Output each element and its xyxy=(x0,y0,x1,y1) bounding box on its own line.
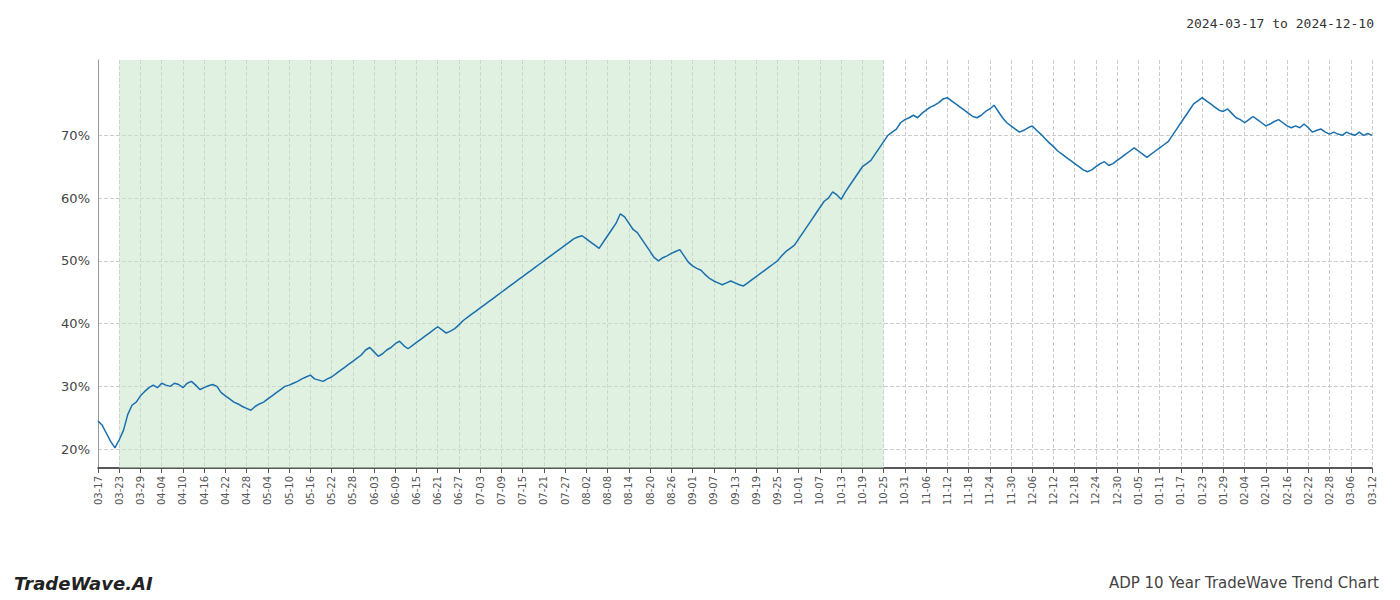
svg-text:11-30: 11-30 xyxy=(1006,476,1017,505)
svg-text:10-01: 10-01 xyxy=(793,476,804,505)
svg-text:09-19: 09-19 xyxy=(751,476,762,505)
svg-text:11-12: 11-12 xyxy=(942,476,953,505)
svg-text:02-28: 02-28 xyxy=(1324,476,1335,505)
svg-text:08-14: 08-14 xyxy=(623,476,634,505)
svg-text:01-29: 01-29 xyxy=(1218,476,1229,505)
svg-text:10-31: 10-31 xyxy=(899,476,910,505)
svg-text:09-13: 09-13 xyxy=(730,476,741,505)
svg-text:04-10: 04-10 xyxy=(177,476,188,505)
svg-text:06-03: 06-03 xyxy=(369,476,380,505)
svg-text:05-10: 05-10 xyxy=(284,476,295,505)
svg-text:60%: 60% xyxy=(61,191,90,206)
svg-text:06-15: 06-15 xyxy=(411,476,422,505)
svg-text:01-05: 01-05 xyxy=(1133,476,1144,505)
svg-text:10-19: 10-19 xyxy=(857,476,868,505)
svg-text:07-03: 07-03 xyxy=(475,476,486,505)
svg-text:05-04: 05-04 xyxy=(262,476,273,505)
svg-text:09-25: 09-25 xyxy=(772,476,783,505)
svg-text:03-17: 03-17 xyxy=(93,476,104,505)
svg-text:12-12: 12-12 xyxy=(1048,476,1059,505)
svg-text:07-21: 07-21 xyxy=(538,476,549,505)
svg-text:01-11: 01-11 xyxy=(1154,476,1165,505)
svg-text:12-30: 12-30 xyxy=(1112,476,1123,505)
svg-text:11-24: 11-24 xyxy=(984,476,995,505)
svg-text:09-01: 09-01 xyxy=(687,476,698,505)
svg-text:12-06: 12-06 xyxy=(1027,476,1038,505)
svg-text:2024-03-17 to 2024-12-10: 2024-03-17 to 2024-12-10 xyxy=(1186,16,1374,31)
svg-text:11-06: 11-06 xyxy=(921,476,932,505)
svg-text:ADP 10 Year TradeWave Trend Ch: ADP 10 Year TradeWave Trend Chart xyxy=(1109,574,1379,592)
svg-text:06-27: 06-27 xyxy=(453,476,464,505)
svg-text:20%: 20% xyxy=(61,442,90,457)
svg-text:30%: 30% xyxy=(61,379,90,394)
svg-text:08-26: 08-26 xyxy=(666,476,677,505)
svg-text:03-06: 03-06 xyxy=(1345,476,1356,505)
svg-text:04-16: 04-16 xyxy=(199,476,210,505)
svg-text:70%: 70% xyxy=(61,128,90,143)
svg-text:12-24: 12-24 xyxy=(1090,476,1101,505)
svg-text:07-09: 07-09 xyxy=(496,476,507,505)
svg-text:40%: 40% xyxy=(61,316,90,331)
svg-text:03-12: 03-12 xyxy=(1367,476,1378,505)
svg-text:04-28: 04-28 xyxy=(241,476,252,505)
svg-text:07-15: 07-15 xyxy=(517,476,528,505)
svg-text:05-16: 05-16 xyxy=(305,476,316,505)
svg-text:02-10: 02-10 xyxy=(1260,476,1271,505)
svg-text:08-02: 08-02 xyxy=(581,476,592,505)
svg-text:02-22: 02-22 xyxy=(1303,476,1314,505)
svg-text:10-25: 10-25 xyxy=(878,476,889,505)
svg-text:10-13: 10-13 xyxy=(836,476,847,505)
svg-text:09-07: 09-07 xyxy=(708,476,719,505)
svg-text:08-20: 08-20 xyxy=(645,476,656,505)
svg-text:01-17: 01-17 xyxy=(1175,476,1186,505)
svg-text:04-04: 04-04 xyxy=(156,476,167,505)
svg-text:10-07: 10-07 xyxy=(814,476,825,505)
svg-text:07-27: 07-27 xyxy=(560,476,571,505)
svg-text:04-22: 04-22 xyxy=(220,476,231,505)
svg-text:12-18: 12-18 xyxy=(1069,476,1080,505)
svg-text:50%: 50% xyxy=(61,253,90,268)
svg-text:06-21: 06-21 xyxy=(432,476,443,505)
svg-text:06-09: 06-09 xyxy=(390,476,401,505)
svg-text:11-18: 11-18 xyxy=(963,476,974,505)
svg-text:03-29: 03-29 xyxy=(135,476,146,505)
svg-text:02-04: 02-04 xyxy=(1239,476,1250,505)
svg-text:08-08: 08-08 xyxy=(602,476,613,505)
svg-text:03-23: 03-23 xyxy=(114,476,125,505)
svg-text:01-23: 01-23 xyxy=(1197,476,1208,505)
svg-text:05-22: 05-22 xyxy=(326,476,337,505)
svg-text:TradeWave.AI: TradeWave.AI xyxy=(14,573,153,594)
svg-text:05-28: 05-28 xyxy=(347,476,358,505)
svg-text:02-16: 02-16 xyxy=(1282,476,1293,505)
